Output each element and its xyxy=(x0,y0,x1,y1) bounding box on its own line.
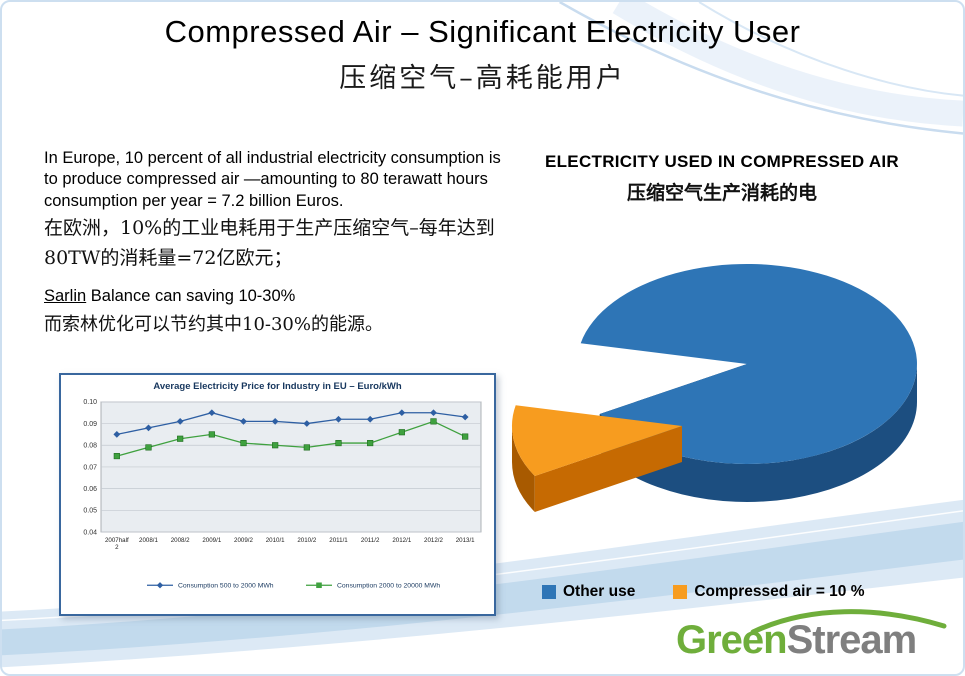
svg-text:Consumption 2000 to 20000 MWh: Consumption 2000 to 20000 MWh xyxy=(337,583,440,590)
svg-text:2: 2 xyxy=(115,544,119,551)
svg-text:2010/1: 2010/1 xyxy=(266,537,286,544)
legend-item-compressed-air: Compressed air = 10 % xyxy=(673,583,865,601)
svg-text:2007half: 2007half xyxy=(105,537,129,544)
pie-legend: Other use Compressed air = 10 % xyxy=(542,583,865,601)
sarlin-line-rest: Balance can saving 10-30% xyxy=(86,287,296,306)
svg-text:0.05: 0.05 xyxy=(83,508,97,515)
sarlin-brand-name: Sarlin xyxy=(44,287,87,306)
svg-text:0.09: 0.09 xyxy=(83,421,97,428)
logo-text-green: Green xyxy=(676,618,788,662)
pie-heading-chinese: 压缩空气生产消耗的电 xyxy=(626,182,817,204)
svg-text:2013/1: 2013/1 xyxy=(456,537,476,544)
svg-text:Consumption 500 to 2000 MWh: Consumption 500 to 2000 MWh xyxy=(178,583,274,590)
pie-orange-top xyxy=(511,405,682,476)
pie-blue-side xyxy=(599,364,917,502)
pie-blue-top xyxy=(580,263,917,464)
svg-text:2011/2: 2011/2 xyxy=(361,537,380,544)
legend-swatch-blue xyxy=(542,585,556,599)
svg-text:0.08: 0.08 xyxy=(83,443,97,450)
pie-chart xyxy=(511,263,917,512)
svg-text:0.06: 0.06 xyxy=(83,486,97,493)
pie-orange-side xyxy=(512,426,535,512)
legend-item-other-use: Other use xyxy=(542,583,635,601)
svg-text:2009/1: 2009/1 xyxy=(202,537,222,544)
line-chart-title: Average Electricity Price for Industry i… xyxy=(153,381,402,392)
paragraph-english: In Europe, 10 percent of all industrial … xyxy=(44,149,501,210)
slide-subtitle-chinese: 压缩空气–高耗能用户 xyxy=(339,63,626,94)
logo-text-stream: Stream xyxy=(786,618,918,662)
legend-label-other-use: Other use xyxy=(563,583,636,600)
paragraph-chinese: 在欧洲，10%的工业电耗用于生产压缩空气–每年达到80TW的消耗量=72亿欧元； xyxy=(44,217,495,269)
svg-text:2010/2: 2010/2 xyxy=(297,537,317,544)
legend-swatch-orange xyxy=(673,585,688,599)
line-chart-box: Average Electricity Price for Industry i… xyxy=(59,373,496,616)
legend-label-compressed-air: Compressed air = 10 % xyxy=(694,583,865,600)
greenstream-logo: GreenStream xyxy=(670,608,950,670)
svg-text:2008/2: 2008/2 xyxy=(171,537,191,544)
svg-text:2012/1: 2012/1 xyxy=(392,537,412,544)
logo-swoosh-icon xyxy=(750,609,947,634)
svg-text:2011/1: 2011/1 xyxy=(329,537,348,544)
left-text-column: In Europe, 10 percent of all industrial … xyxy=(44,148,506,336)
logo-wordmark: GreenStream xyxy=(676,618,918,663)
pie-heading-english: ELECTRICITY USED IN COMPRESSED AIR xyxy=(544,152,900,171)
pie-orange-cut-wall xyxy=(534,426,682,512)
slide-title: Compressed Air – Significant Electricity… xyxy=(164,14,801,49)
svg-text:0.07: 0.07 xyxy=(83,464,97,471)
sarlin-line-english: Sarlin Balance can saving 10-30% xyxy=(44,287,506,306)
svg-text:2012/2: 2012/2 xyxy=(424,537,444,544)
pie-chart-heading: ELECTRICITY USED IN COMPRESSED AIR 压缩空气生… xyxy=(502,152,942,205)
svg-text:0.04: 0.04 xyxy=(83,529,97,536)
sarlin-line-chinese: 而索林优化可以节约其中10-30%的能源。 xyxy=(44,314,383,336)
svg-text:0.10: 0.10 xyxy=(83,399,97,406)
svg-text:2008/1: 2008/1 xyxy=(139,537,159,544)
svg-text:2009/2: 2009/2 xyxy=(234,537,254,544)
